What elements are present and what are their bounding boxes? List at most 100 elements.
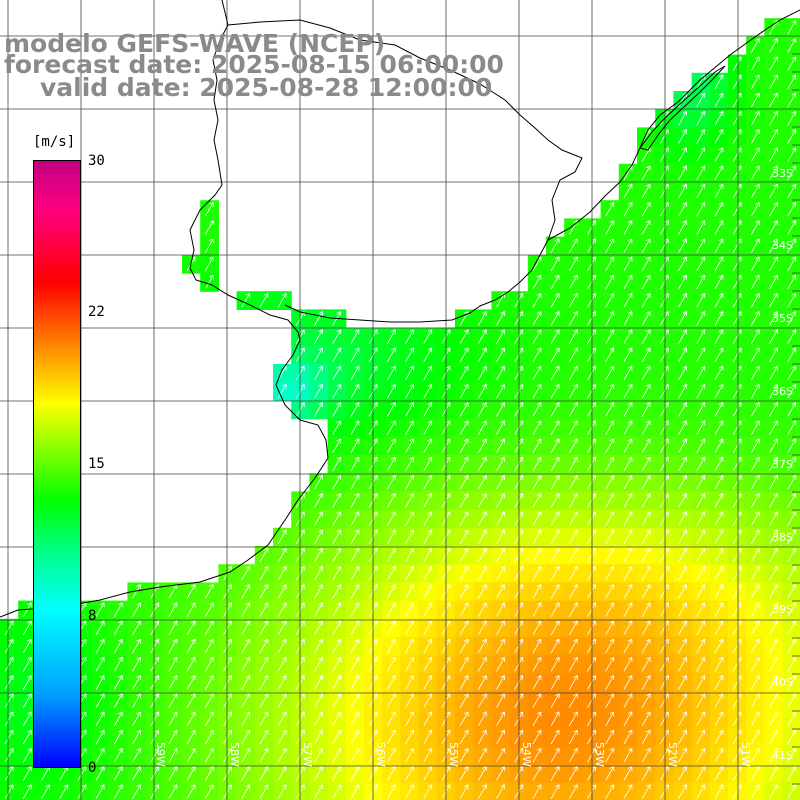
speed-cell [473,509,492,529]
speed-cell [546,637,565,656]
speed-cell [327,709,347,729]
speed-cell [309,728,329,747]
lat-label-36s: 36S [772,385,793,398]
speed-cell [491,382,511,401]
wind-arrow [95,693,105,708]
speed-cell [764,200,784,219]
speed-cell [527,637,547,656]
speed-cell [491,746,511,765]
wind-arrow [532,565,542,581]
wind-arrow [769,38,778,53]
wind-arrow [696,456,706,472]
wind-arrow [714,347,724,363]
speed-cell [491,491,511,511]
wind-arrow [605,220,615,235]
speed-cell [546,436,565,456]
wind-arrow [787,711,797,727]
wind-arrow [696,493,706,508]
wind-arrow [769,529,778,545]
speed-cell [491,655,511,674]
speed-cell [709,345,729,365]
wind-arrow [550,292,560,308]
speed-cell [455,400,474,420]
speed-cell [728,618,747,638]
speed-cell [218,582,238,602]
speed-cell [109,618,128,638]
speed-cell [564,546,583,565]
speed-cell [546,746,565,765]
speed-cell [527,546,547,565]
speed-cell [546,473,565,492]
speed-cell [764,291,784,310]
speed-cell [673,182,693,201]
speed-cell [418,618,438,638]
wind-arrow [496,420,505,435]
wind-arrow [314,766,323,781]
speed-cell [345,455,365,474]
speed-cell [163,600,183,620]
wind-arrow [332,347,342,363]
speed-cell [309,691,329,711]
wind-arrow [423,347,433,363]
wind-arrow [332,511,342,526]
speed-cell [291,345,310,365]
wind-arrow [550,766,560,781]
speed-cell [291,382,310,401]
speed-cell [709,546,729,565]
wind-arrow [623,292,633,308]
wind-arrow [714,602,724,617]
speed-cell [309,582,329,602]
speed-cell [491,327,511,347]
speed-cell [473,637,492,656]
wind-arrow [641,311,651,326]
wind-arrow [186,620,196,636]
wind-arrow [350,329,360,344]
speed-cell [18,637,37,656]
wind-arrow [350,693,360,708]
speed-cell [691,546,711,565]
speed-cell [637,273,656,292]
wind-arrow [332,711,342,727]
wind-arrow [678,711,687,727]
speed-cell [746,218,765,238]
speed-cell [709,145,729,165]
wind-arrow [787,402,797,417]
speed-cell [746,436,765,456]
wind-arrow [641,201,651,217]
wind-arrow [277,383,287,399]
speed-cell [673,145,693,165]
wind-arrow [769,201,778,217]
speed-cell [564,618,583,638]
wind-arrow [623,656,633,672]
wind-arrow [787,493,797,508]
wind-arrow [150,711,160,727]
speed-cell [709,364,729,383]
wind-arrow [769,493,778,508]
wind-arrow [405,784,414,799]
speed-cell [673,546,693,565]
speed-cell [546,673,565,693]
wind-arrow [623,438,633,454]
wind-arrow [714,729,724,745]
wind-arrow [423,511,433,526]
wind-arrow [678,656,687,672]
wind-arrow [277,747,287,763]
wind-arrow [678,456,687,472]
wind-arrow [623,547,633,563]
wind-arrow [405,438,414,454]
wind-arrow [241,620,251,636]
speed-cell [673,600,693,620]
speed-cell [400,764,420,784]
wind-arrow [277,784,287,799]
speed-cell [182,600,201,620]
speed-cell [746,600,765,620]
wind-arrow [750,238,760,253]
speed-cell [728,291,747,310]
coastline [0,0,329,618]
speed-cell [691,728,711,747]
wind-arrow [477,711,487,727]
speed-cell [254,746,274,765]
speed-cell [746,91,765,110]
wind-arrow [568,711,578,727]
speed-cell [564,254,583,274]
